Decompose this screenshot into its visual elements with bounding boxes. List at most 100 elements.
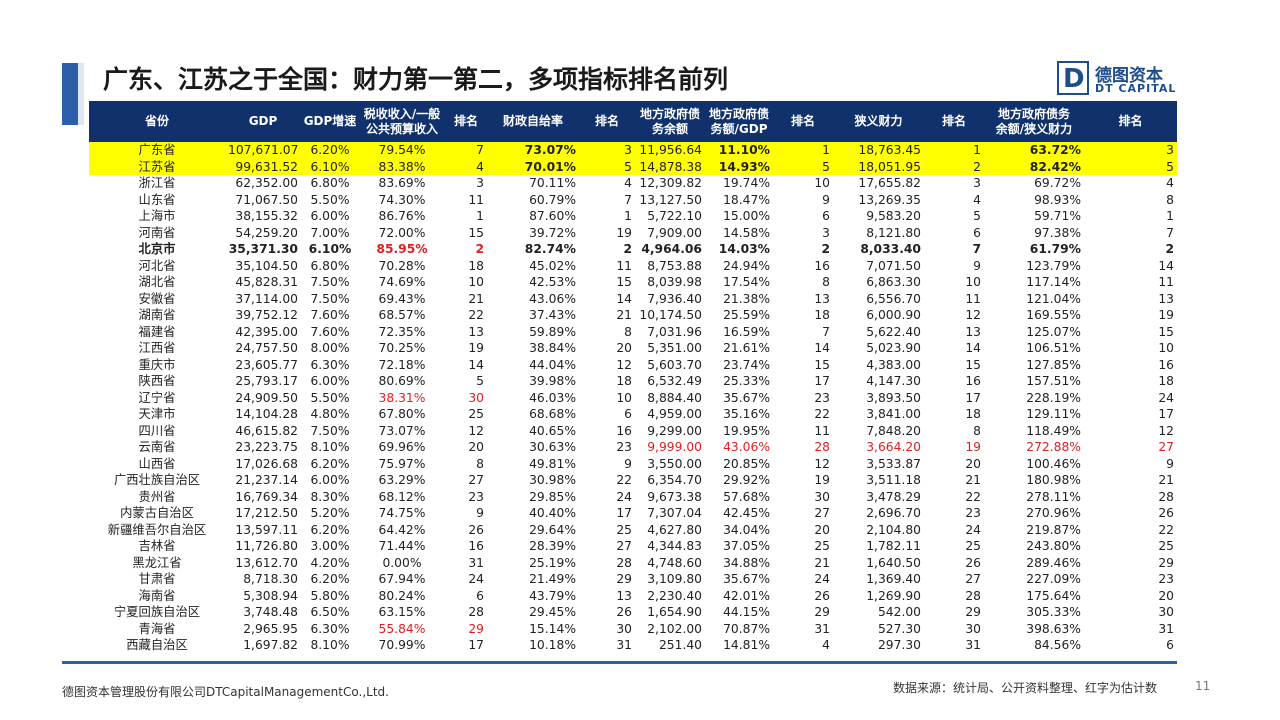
value-cell: 24,909.50: [235, 390, 298, 405]
value-cell: 60.79%: [529, 192, 576, 207]
table-row: 西藏自治区 1,697.82 8.10% 70.99% 17 10.18% 31 251.40…: [89, 637, 1177, 654]
value-cell: 84.56%: [1034, 638, 1081, 652]
value-cell: 19: [1158, 308, 1174, 322]
value-cell: 9: [1166, 456, 1174, 471]
value-cell: 15: [468, 225, 484, 240]
value-cell: 19.95%: [723, 423, 770, 438]
value-cell: 29.92%: [723, 473, 770, 487]
value-cell: 23: [965, 506, 981, 520]
value-cell: 9: [973, 258, 981, 273]
value-cell: 1,640.50: [866, 555, 921, 570]
value-cell: 25: [965, 539, 981, 553]
value-cell: 3,893.50: [866, 390, 921, 405]
province-cell: 海南省: [138, 588, 176, 603]
value-cell: 25.33%: [723, 374, 770, 388]
value-cell: 219.87%: [1026, 522, 1081, 537]
value-cell: 8,121.80: [866, 225, 921, 240]
value-cell: 8: [973, 423, 981, 438]
value-cell: 39.72%: [529, 225, 576, 240]
value-cell: 30: [814, 489, 830, 504]
value-cell: 19: [468, 341, 484, 355]
value-cell: 29: [965, 605, 981, 619]
province-cell: 宁夏回族自治区: [113, 605, 201, 619]
value-cell: 4: [445, 158, 487, 175]
value-cell: 28: [1158, 489, 1174, 504]
value-cell: 6,863.30: [866, 275, 921, 289]
value-cell: 9,999.00: [647, 440, 702, 454]
table-row: 四川省 46,615.82 7.50% 73.07% 12 40.65% 16 9,299.0…: [89, 423, 1177, 440]
value-cell: 8,753.88: [647, 258, 702, 273]
value-cell: 26: [468, 522, 484, 537]
table-row: 新疆维吾尔自治区 13,597.11 6.20% 64.42% 26 29.64% 25 4,…: [89, 522, 1177, 539]
value-cell: 14: [965, 341, 981, 355]
province-cell: 新疆维吾尔自治区: [107, 522, 207, 537]
table-row: 安徽省 37,114.00 7.50% 69.43% 21 43.06% 14 7,936.4…: [89, 291, 1177, 308]
value-cell: 49.81%: [529, 456, 576, 471]
value-cell: 7: [445, 142, 487, 159]
value-cell: 129.11%: [1026, 407, 1081, 421]
value-cell: 1,269.90: [866, 588, 921, 603]
value-cell: 9,299.00: [647, 423, 702, 438]
value-cell: 6.20%: [301, 142, 359, 159]
value-cell: 107,671.07: [225, 142, 301, 159]
value-cell: 14,104.28: [235, 407, 298, 421]
value-cell: 11.10%: [705, 142, 773, 159]
value-cell: 62,352.00: [235, 176, 298, 190]
value-cell: 17.54%: [723, 275, 770, 289]
value-cell: 3,550.00: [647, 456, 702, 471]
table-row: 福建省 42,395.00 7.60% 72.35% 13 59.89% 8 7,031.96…: [89, 324, 1177, 341]
value-cell: 17,026.68: [235, 456, 298, 471]
value-cell: 305.33%: [1026, 605, 1081, 619]
value-cell: 5.50%: [310, 192, 350, 207]
value-cell: 11: [965, 291, 981, 306]
value-cell: 180.98%: [1026, 473, 1081, 487]
table-row: 青海省 2,965.95 6.30% 55.84% 29 15.14% 30 2,102.00…: [89, 621, 1177, 638]
value-cell: 8.30%: [310, 489, 350, 504]
value-cell: 13: [965, 324, 981, 339]
value-cell: 29: [814, 605, 830, 619]
value-cell: 11: [468, 192, 484, 207]
province-cell: 湖南省: [138, 308, 176, 322]
value-cell: 24: [965, 522, 981, 537]
value-cell: 31: [965, 638, 981, 652]
value-cell: 74.69%: [378, 275, 426, 289]
value-cell: 21.49%: [529, 572, 576, 586]
value-cell: 45,828.31: [235, 275, 298, 289]
table-row: 湖北省 45,828.31 7.50% 74.69% 10 42.53% 15 8,039.9…: [89, 274, 1177, 291]
value-cell: 46,615.82: [235, 423, 298, 438]
value-cell: 4,964.06: [641, 242, 702, 256]
value-cell: 4,344.83: [647, 539, 702, 553]
table-row: 浙江省 62,352.00 6.80% 83.69% 3 70.11% 4 12,309.82…: [89, 175, 1177, 192]
value-cell: 6,354.70: [647, 473, 702, 487]
table-row: 北京市 35,371.30 6.10% 85.95% 2 82.74% 2 4,964.06 1…: [89, 241, 1177, 258]
value-cell: 57.68%: [723, 489, 770, 504]
value-cell: 121.04%: [1026, 291, 1081, 306]
value-cell: 3: [973, 176, 981, 190]
value-cell: 13: [468, 324, 484, 339]
value-cell: 4,383.00: [866, 357, 921, 372]
value-cell: 4.80%: [310, 407, 350, 421]
table-row: 江西省 24,757.50 8.00% 70.25% 19 38.84% 20 5,351.0…: [89, 340, 1177, 357]
table-row: 海南省 5,308.94 5.80% 80.24% 6 43.79% 13 2,230.40 4…: [89, 588, 1177, 605]
column-header: 地方政府债 务额/GDP: [705, 101, 773, 142]
province-cell: 四川省: [138, 423, 176, 438]
value-cell: 35.67%: [723, 572, 770, 586]
value-cell: 29: [1158, 555, 1174, 570]
value-cell: 18.47%: [723, 192, 770, 207]
value-cell: 1: [1166, 209, 1174, 223]
value-cell: 106.51%: [1026, 341, 1081, 355]
value-cell: 70.87%: [723, 621, 770, 636]
value-cell: 16,769.34: [235, 489, 298, 504]
value-cell: 8: [822, 275, 830, 289]
value-cell: 22: [468, 308, 484, 322]
value-cell: 10: [468, 275, 484, 289]
value-cell: 6,532.49: [647, 374, 702, 388]
value-cell: 127.85%: [1026, 357, 1081, 372]
value-cell: 11: [616, 258, 632, 273]
value-cell: 43.06%: [529, 291, 576, 306]
value-cell: 18,051.95: [833, 158, 924, 175]
column-header: 地方政府债 务余额: [635, 101, 705, 142]
value-cell: 17: [616, 506, 632, 520]
value-cell: 243.80%: [1026, 539, 1081, 553]
value-cell: 3: [822, 225, 830, 240]
